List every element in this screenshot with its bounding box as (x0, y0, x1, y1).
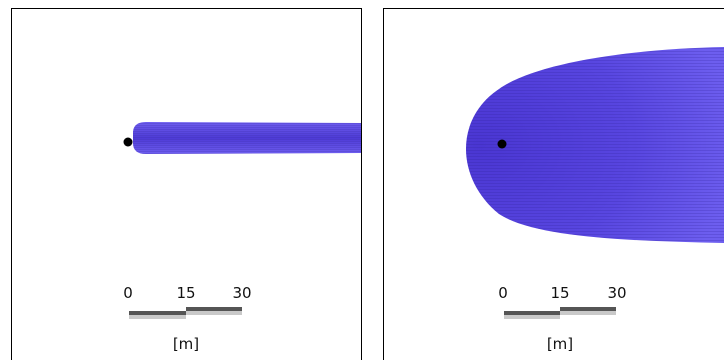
left-scale-segment-2-dark (186, 307, 242, 311)
left-plume-texture (133, 122, 361, 154)
left-scale-tick-30: 30 (232, 284, 251, 302)
right-scale-segment-2-dark (560, 307, 616, 311)
right-plume-texture (466, 47, 724, 243)
right-scale-tick-15: 15 (550, 284, 569, 302)
right-source-point (497, 139, 507, 149)
left-scale-tick-0: 0 (123, 284, 133, 302)
left-panel: 0 15 30 [m] (11, 8, 362, 360)
right-scale-tick-0: 0 (498, 284, 508, 302)
left-scale-segment-1-light (129, 315, 186, 319)
right-scale-unit: [m] (547, 335, 573, 353)
right-scale-tick-30: 30 (607, 284, 626, 302)
right-scale-segment-1-dark (504, 311, 560, 315)
left-scale-bar: 0 15 30 [m] (123, 284, 251, 353)
right-plume-diagram: 0 15 30 [m] (466, 47, 724, 353)
right-scale-bar: 0 15 30 [m] (498, 284, 626, 353)
right-panel: 0 15 30 [m] (383, 8, 724, 360)
right-scale-segment-2-light (560, 311, 616, 315)
right-scale-segment-1-light (504, 315, 560, 319)
left-scale-segment-2-light (186, 311, 242, 315)
left-source-point (123, 137, 133, 147)
left-scale-tick-15: 15 (176, 284, 195, 302)
left-scale-segment-1-dark (129, 311, 186, 315)
left-plume-diagram: 0 15 30 [m] (123, 122, 361, 353)
left-scale-unit: [m] (173, 335, 199, 353)
